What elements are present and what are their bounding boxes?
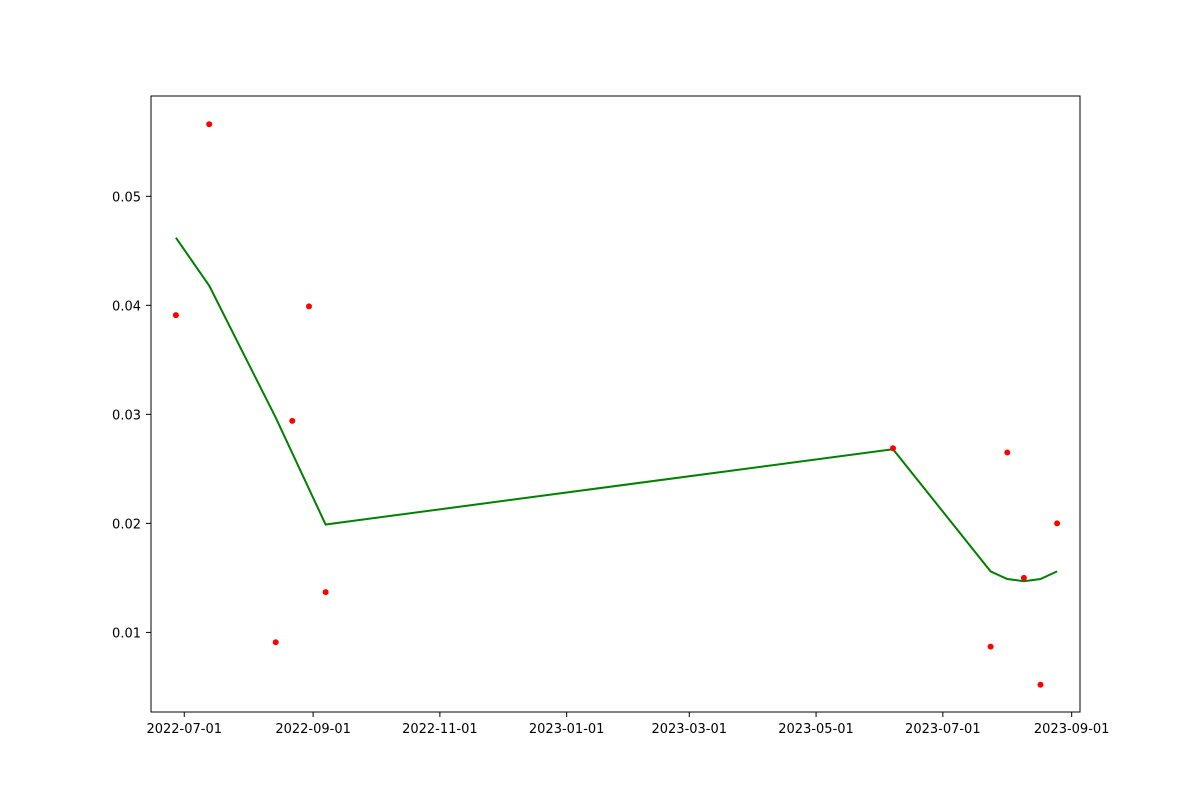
plot-background — [151, 96, 1080, 712]
x-tick-label: 2023-05-01 — [778, 722, 854, 737]
plot-frame — [150, 95, 1081, 713]
y-tick-label: 0.04 — [112, 299, 141, 314]
x-tick-label: 2022-11-01 — [402, 722, 478, 737]
y-tick-label: 0.02 — [112, 517, 141, 532]
y-tick-label: 0.03 — [112, 408, 141, 423]
x-tick-label: 2022-07-01 — [146, 722, 222, 737]
series-layer — [172, 121, 1061, 688]
x-tick-label: 2023-07-01 — [905, 722, 981, 737]
scatter-point — [322, 589, 329, 596]
y-tick-label: 0.01 — [112, 626, 141, 641]
scatter-point — [1020, 574, 1027, 581]
scatter-point — [289, 417, 296, 424]
y-axis: 0.01 0.02 0.03 0.04 0.05 — [112, 190, 151, 641]
x-tick-label: 2023-09-01 — [1034, 722, 1110, 737]
scatter-point — [890, 445, 896, 452]
scatter-point — [1004, 449, 1011, 456]
scatter-point — [306, 303, 312, 310]
x-tick-label: 2022-09-01 — [275, 722, 351, 737]
scatter-point — [206, 121, 213, 128]
scatter-point — [1037, 681, 1044, 688]
trend-line — [175, 237, 1058, 583]
x-tick-label: 2023-01-01 — [529, 722, 605, 737]
scatter-point — [987, 643, 994, 650]
scatter-point — [272, 639, 279, 646]
scatter-point — [172, 312, 179, 319]
x-tick-label: 2023-03-01 — [651, 722, 727, 737]
x-axis: 2022-07-01 2022-09-01 2022-11-01 2023-01-01… — [146, 712, 1109, 737]
scatter-point — [1054, 520, 1061, 527]
y-tick-label: 0.05 — [112, 190, 141, 205]
